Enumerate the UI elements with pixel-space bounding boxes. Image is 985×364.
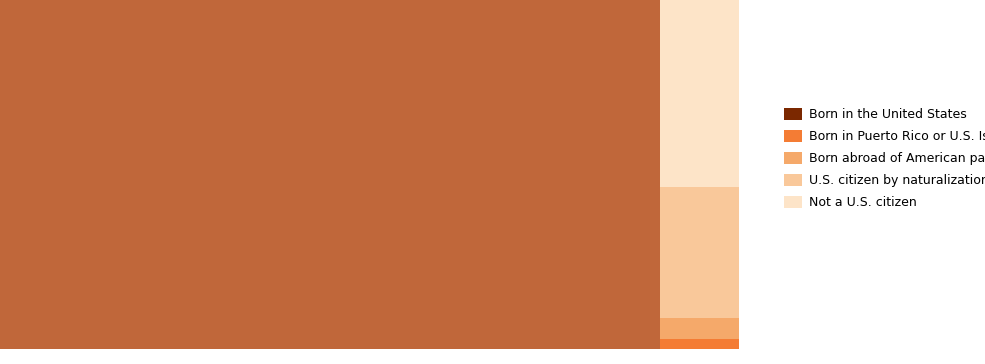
Bar <box>660 340 739 349</box>
Bar <box>660 187 739 318</box>
Bar <box>660 0 739 187</box>
Bar <box>660 318 739 340</box>
Bar <box>0 0 660 349</box>
Legend: Born in the United States, Born in Puerto Rico or U.S. Island Areas, Born abroad: Born in the United States, Born in Puert… <box>784 108 985 209</box>
